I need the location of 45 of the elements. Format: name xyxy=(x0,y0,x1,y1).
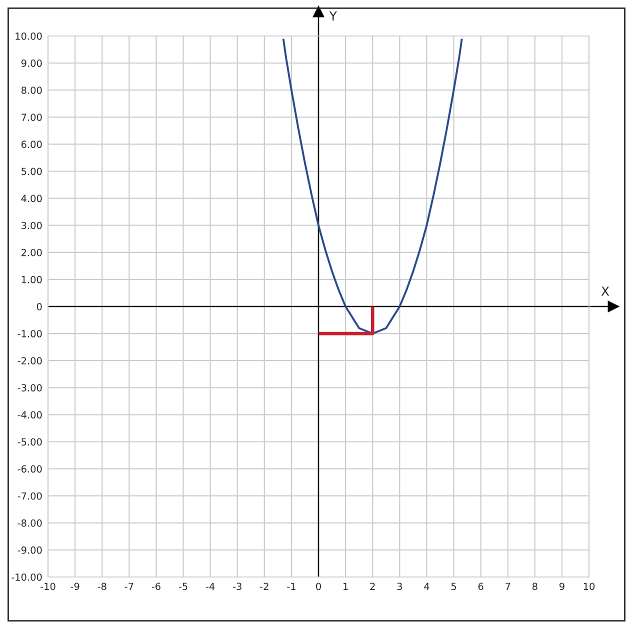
x-tick-label: -10 xyxy=(40,582,56,590)
x-tick-label: -1 xyxy=(287,582,296,590)
y-tick-label: -1.00 xyxy=(18,330,42,338)
x-tick-label: -9 xyxy=(70,582,80,590)
x-tick-label: 4 xyxy=(424,582,430,590)
x-tick-label: 7 xyxy=(506,582,510,590)
x-tick-label: 5 xyxy=(451,582,456,590)
y-tick-label: 3.00 xyxy=(22,222,42,230)
y-tick-label: 5.00 xyxy=(22,168,42,176)
x-tick-label: 8 xyxy=(532,582,538,590)
y-tick-label: -3.00 xyxy=(18,384,42,392)
y-tick-label: -4.00 xyxy=(18,411,42,419)
x-tick-label: 3 xyxy=(397,582,402,590)
x-tick-label: -6 xyxy=(152,582,160,590)
y-tick-label: 2.00 xyxy=(22,248,42,256)
y-axis-title: Y xyxy=(329,11,337,21)
y-tick-label: 7.00 xyxy=(22,114,42,121)
y-tick-label: -9.00 xyxy=(18,546,42,554)
y-tick-label: 4.00 xyxy=(21,194,42,202)
x-tick-label: 2 xyxy=(370,582,375,590)
y-tick-label: -7.00 xyxy=(18,492,42,500)
x-axis-title: X xyxy=(601,286,610,296)
x-tick-label: -2 xyxy=(260,582,268,590)
y-tick-label: -8.00 xyxy=(18,519,42,527)
x-tick-label: -5 xyxy=(178,582,188,590)
x-tick-label: 9 xyxy=(559,582,564,590)
y-tick-label: -6.00 xyxy=(18,465,42,473)
x-tick-label: 0 xyxy=(316,582,321,590)
x-tick-label: 1 xyxy=(344,582,348,590)
x-tick-label: 10 xyxy=(584,582,595,590)
x-tick-label: 6 xyxy=(478,582,484,590)
x-tick-label: -7 xyxy=(124,582,134,590)
y-tick-label: 10.00 xyxy=(16,32,42,40)
y-tick-label: 9.00 xyxy=(21,60,42,67)
y-tick-label: 0 xyxy=(36,302,42,310)
y-tick-label: -10.00 xyxy=(12,573,42,581)
y-tick-label: 6.00 xyxy=(21,140,42,148)
x-tick-label: -3 xyxy=(232,582,242,590)
line-series xyxy=(282,38,463,335)
y-tick-label: 1.00 xyxy=(22,276,42,284)
x-tick-label: -4 xyxy=(206,582,215,590)
x-tick-label: -8 xyxy=(98,582,106,590)
y-tick-label: -5.00 xyxy=(18,438,42,446)
y-tick-label: 8.00 xyxy=(21,86,42,94)
y-tick-label: -2.00 xyxy=(18,357,42,364)
